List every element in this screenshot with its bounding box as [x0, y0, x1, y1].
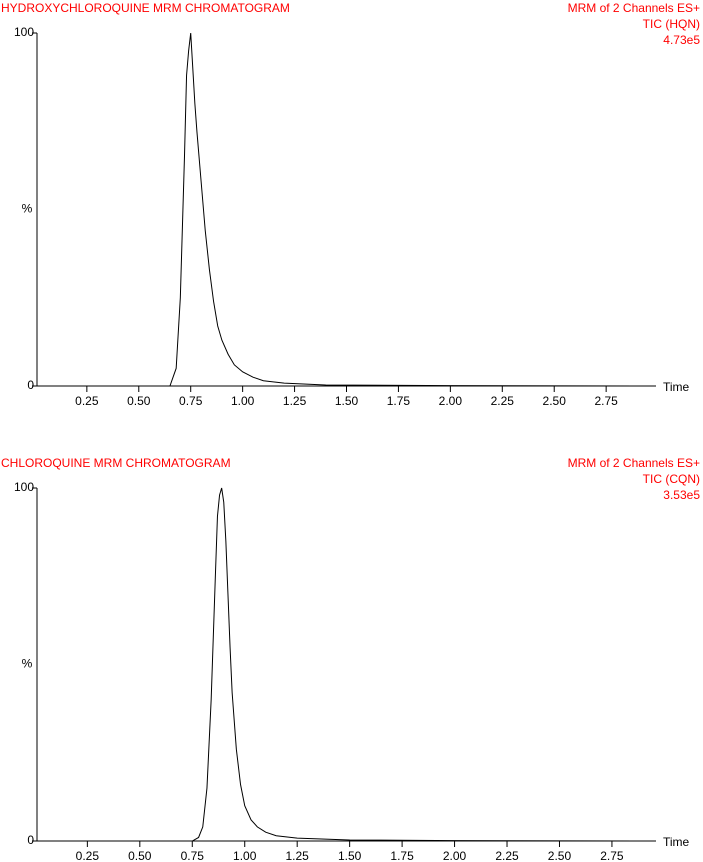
annotation: MRM of 2 Channels ES+: [568, 1, 700, 15]
x-tick-label: 1.75: [387, 394, 411, 408]
chromatogram-line: [37, 32, 657, 387]
x-tick-label: 0.75: [179, 394, 203, 408]
y-axis-label: %: [22, 202, 33, 216]
chart-title: CHLOROQUINE MRM CHROMATOGRAM: [1, 456, 231, 470]
y-tick-label: 0: [27, 378, 34, 392]
y-tick-label: 0: [27, 833, 34, 847]
x-axis-label: Time: [663, 835, 690, 849]
x-tick-label: 0.75: [181, 849, 205, 862]
x-tick-label: 1.00: [231, 394, 255, 408]
y-axis-label: %: [22, 657, 33, 671]
x-tick-label: 1.25: [286, 849, 310, 862]
chromatogram-line: [37, 487, 657, 842]
x-tick-label: 2.50: [543, 394, 567, 408]
x-tick-label: 0.25: [75, 394, 99, 408]
x-tick-label: 0.50: [127, 394, 151, 408]
annotation: TIC (CQN): [643, 472, 700, 486]
annotation: TIC (HQN): [643, 17, 700, 31]
x-tick-label: 0.50: [128, 849, 152, 862]
x-tick-label: 1.00: [233, 849, 257, 862]
x-axis-label: Time: [663, 380, 690, 394]
x-tick-label: 2.75: [594, 394, 618, 408]
annotation: MRM of 2 Channels ES+: [568, 456, 700, 470]
x-tick-label: 1.25: [283, 394, 307, 408]
x-tick-label: 0.25: [76, 849, 100, 862]
x-tick-label: 1.50: [338, 849, 362, 862]
x-tick-label: 2.00: [439, 394, 463, 408]
chart-title: HYDROXYCHLOROQUINE MRM CHROMATOGRAM: [1, 1, 290, 15]
x-tick-label: 1.75: [390, 849, 414, 862]
y-tick-label: 100: [14, 25, 34, 39]
x-tick-label: 2.25: [495, 849, 519, 862]
x-tick-label: 2.75: [600, 849, 624, 862]
annotation: 4.73e5: [663, 33, 700, 47]
x-tick-label: 2.25: [491, 394, 515, 408]
annotation: 3.53e5: [663, 488, 700, 502]
y-tick-label: 100: [14, 480, 34, 494]
x-tick-label: 2.50: [548, 849, 572, 862]
x-tick-label: 1.50: [335, 394, 359, 408]
x-tick-label: 2.00: [443, 849, 467, 862]
